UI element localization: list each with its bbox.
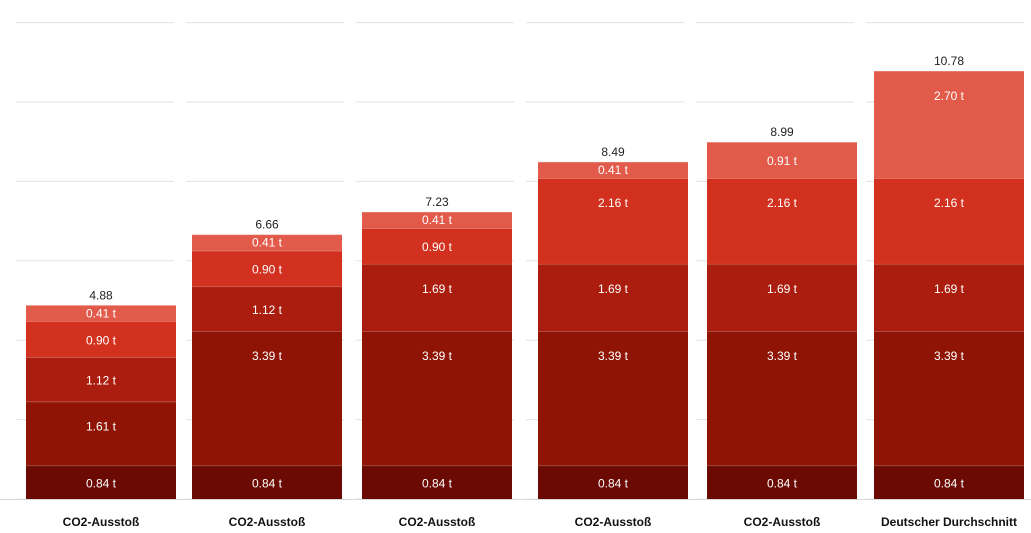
segment-label: 2.16 t [598,196,629,210]
bar-segment [874,263,1024,332]
category-label: CO2-Ausstoß [575,515,652,529]
bar-segment [707,178,857,264]
bar-segment [26,321,176,358]
bar-segment [26,357,176,402]
bar-segment [192,465,342,499]
segment-label: 0.90 t [252,263,283,277]
category-label: CO2-Ausstoß [229,515,306,529]
bar-segment [707,331,857,466]
bar-segment [538,263,688,332]
bar-segment [192,234,342,251]
bar-total-label: 8.99 [770,125,794,139]
bar-total-label: 8.49 [601,145,625,159]
bar-total-label: 4.88 [89,288,113,302]
segment-label: 1.12 t [252,303,283,317]
segment-label: 0.90 t [422,240,453,254]
segment-label: 0.84 t [767,476,798,490]
segment-label: 3.39 t [934,349,965,363]
segment-label: 0.41 t [422,213,453,227]
category-label: Deutscher Durchschnitt [881,515,1017,529]
category-labels: CO2-Ausstoß CO2-Ausstoß CO2-Ausstoß CO2-Aus… [63,515,1017,529]
bar-segment [192,331,342,466]
bar-segment [192,250,342,287]
segment-label: 0.90 t [86,333,117,347]
bar-segment [192,286,342,332]
bar-segment [26,401,176,466]
segment-label: 2.16 t [934,196,965,210]
segment-label: 3.39 t [598,349,629,363]
bar-segment [538,161,688,179]
bar-segment [538,331,688,466]
bar-segment [707,465,857,499]
labels: 0.84 t 1.61 t 1.12 t 0.90 t 0.41 t 4.88 0.84 t… [86,54,965,490]
bar-segment [362,331,512,466]
bar-segment [362,263,512,332]
segment-label: 1.69 t [598,282,629,296]
bars [0,70,1031,500]
category-label: CO2-Ausstoß [63,515,140,529]
bar-segment [26,305,176,322]
segment-label: 3.39 t [422,349,453,363]
bar-segment [707,263,857,332]
bar-segment [362,465,512,499]
bar-segment [874,178,1024,264]
segment-label: 0.84 t [422,476,453,490]
segment-label: 1.12 t [86,374,117,388]
segment-label: 3.39 t [252,349,283,363]
segment-label: 0.84 t [598,476,629,490]
bar-segment [707,142,857,179]
bar-segment [26,465,176,499]
category-label: CO2-Ausstoß [744,515,821,529]
segment-label: 0.84 t [252,476,283,490]
bar-segment [874,331,1024,466]
segment-label: 1.61 t [86,420,117,434]
segment-label: 0.84 t [934,476,965,490]
segment-label: 0.41 t [86,306,117,320]
bar-segment [362,228,512,264]
segment-label: 0.41 t [598,163,629,177]
bar-total-label: 10.78 [934,54,964,68]
bar-total-label: 7.23 [425,195,449,209]
segment-label: 2.16 t [767,196,798,210]
bar-segment [874,465,1024,499]
segment-label: 0.84 t [86,476,117,490]
bar-segment [538,465,688,499]
segment-label: 2.70 t [934,89,965,103]
bar-segment [874,71,1024,179]
segment-label: 1.69 t [934,282,965,296]
category-label: CO2-Ausstoß [399,515,476,529]
segment-label: 1.69 t [767,282,798,296]
segment-label: 3.39 t [767,349,798,363]
bar-segment [538,178,688,264]
bar-total-label: 6.66 [255,218,279,232]
segment-label: 1.69 t [422,282,453,296]
segment-label: 0.41 t [252,236,283,250]
bar-segment [362,211,512,229]
segment-label: 0.91 t [767,154,798,168]
